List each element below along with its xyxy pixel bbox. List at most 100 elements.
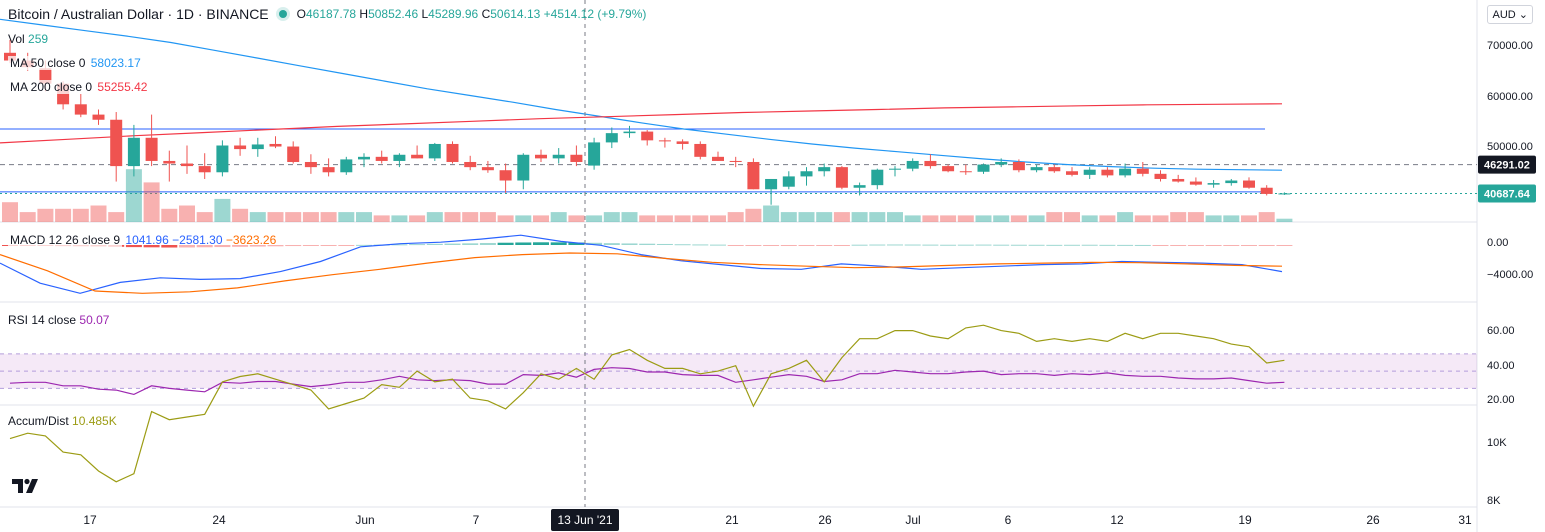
candle-body[interactable]: [304, 161, 317, 168]
candle-body[interactable]: [818, 167, 831, 172]
candle-body[interactable]: [1083, 169, 1096, 175]
rsi-legend-name: RSI 14 close: [8, 313, 77, 327]
candle-body[interactable]: [145, 137, 158, 161]
date-axis-tick: 6: [1005, 513, 1012, 527]
candle-body[interactable]: [588, 142, 601, 166]
candle-body[interactable]: [641, 131, 654, 141]
candle-body[interactable]: [1136, 168, 1149, 174]
candle-body[interactable]: [110, 119, 123, 167]
ad-legend-value: 10.485K: [72, 414, 117, 428]
candle-body[interactable]: [782, 176, 795, 187]
volume-bar: [19, 212, 36, 222]
ma50-legend-value: 58023.17: [90, 56, 141, 70]
candle-body[interactable]: [959, 171, 972, 173]
candle-body[interactable]: [517, 154, 530, 181]
candle-body[interactable]: [835, 167, 848, 188]
candle-body[interactable]: [1101, 169, 1114, 176]
candle-body[interactable]: [74, 104, 87, 115]
candle-body[interactable]: [658, 140, 671, 142]
ma200-legend[interactable]: MA 200 close 0 55255.42: [8, 80, 147, 94]
candle-body[interactable]: [1189, 181, 1202, 185]
candle-body[interactable]: [676, 141, 689, 144]
candle-body[interactable]: [1260, 187, 1273, 194]
chart-header: Bitcoin / Australian Dollar · 1D · BINAN…: [8, 6, 646, 22]
candle-body[interactable]: [623, 131, 636, 134]
candle-body[interactable]: [729, 160, 742, 162]
candle-body[interactable]: [92, 114, 105, 120]
candle-body[interactable]: [1048, 167, 1061, 172]
candle-body[interactable]: [552, 154, 565, 159]
volume-legend[interactable]: Vol 259: [8, 32, 48, 46]
candle-body[interactable]: [535, 154, 547, 159]
candle-body[interactable]: [411, 154, 424, 159]
macd-histogram-bar: [957, 244, 974, 246]
candle-body[interactable]: [1278, 193, 1291, 195]
price-tag-lower-label: 40687.64: [1484, 188, 1531, 200]
macd-axis-tick: 0.00: [1487, 237, 1508, 249]
candle-body[interactable]: [1012, 161, 1025, 171]
candle-body[interactable]: [251, 144, 264, 150]
volume-bar: [72, 208, 89, 222]
candle-body[interactable]: [393, 154, 406, 161]
candle-body[interactable]: [181, 163, 193, 167]
candle-body[interactable]: [570, 154, 583, 162]
macd-legend[interactable]: MACD 12 26 close 9 1041.96 −2581.30 −362…: [8, 233, 276, 247]
candle-body[interactable]: [269, 143, 282, 147]
candle-body[interactable]: [127, 137, 140, 167]
candle-body[interactable]: [216, 145, 229, 173]
candle-body[interactable]: [446, 143, 459, 162]
candle-body[interactable]: [1066, 171, 1078, 175]
candle-body[interactable]: [198, 166, 211, 173]
volume-bar: [816, 212, 833, 222]
candle-body[interactable]: [747, 161, 760, 190]
candle-body[interactable]: [942, 166, 955, 172]
change-value: +4514.12 (+9.79%): [543, 7, 647, 21]
ma50-legend[interactable]: MA 50 close 0 58023.17: [8, 56, 141, 70]
candle-body[interactable]: [163, 160, 176, 164]
macd-histogram-bar: [515, 242, 532, 245]
rsi-legend[interactable]: RSI 14 close 50.07: [8, 313, 109, 327]
macd-histogram-bar: [426, 243, 443, 245]
candle-body[interactable]: [39, 68, 52, 84]
volume-bar: [798, 212, 815, 222]
currency-button[interactable]: AUD ⌄: [1487, 5, 1533, 24]
candle-body[interactable]: [995, 161, 1008, 165]
candle-body[interactable]: [322, 167, 335, 173]
candle-body[interactable]: [428, 143, 441, 159]
candle-body[interactable]: [605, 133, 618, 143]
candle-body[interactable]: [1225, 180, 1238, 184]
candle-body[interactable]: [712, 156, 724, 161]
candle-body[interactable]: [1207, 183, 1220, 185]
macd-histogram-bar: [586, 242, 603, 245]
candle-body[interactable]: [287, 146, 300, 162]
candle-body[interactable]: [234, 145, 247, 150]
candle-body[interactable]: [924, 160, 937, 167]
candle-body[interactable]: [1243, 180, 1255, 188]
tradingview-logo-icon[interactable]: [10, 475, 40, 497]
macd-signal-legend-value: −2581.30: [172, 233, 223, 247]
candle-body[interactable]: [1030, 167, 1043, 171]
candle-body[interactable]: [1154, 173, 1167, 179]
ad-legend[interactable]: Accum/Dist 10.485K: [8, 414, 117, 428]
macd-histogram-bar: [975, 244, 992, 246]
candle-body[interactable]: [871, 169, 884, 186]
candle-body[interactable]: [464, 161, 477, 168]
candle-body[interactable]: [906, 160, 919, 169]
candle-body[interactable]: [1172, 178, 1185, 182]
candle-body[interactable]: [340, 159, 353, 173]
candle-body[interactable]: [889, 168, 901, 170]
candle-body[interactable]: [481, 167, 494, 171]
candle-body[interactable]: [694, 143, 707, 157]
candle-body[interactable]: [375, 156, 388, 161]
candle-body[interactable]: [977, 164, 990, 172]
candle-body[interactable]: [765, 178, 778, 190]
candle-body[interactable]: [1119, 168, 1132, 176]
candle-body[interactable]: [853, 185, 866, 188]
symbol-title[interactable]: Bitcoin / Australian Dollar · 1D · BINAN…: [8, 6, 269, 22]
candle-body[interactable]: [499, 170, 512, 181]
volume-bar: [1258, 212, 1275, 222]
candle-body[interactable]: [358, 156, 370, 160]
volume-bar: [851, 212, 868, 222]
candle-body[interactable]: [800, 171, 813, 177]
